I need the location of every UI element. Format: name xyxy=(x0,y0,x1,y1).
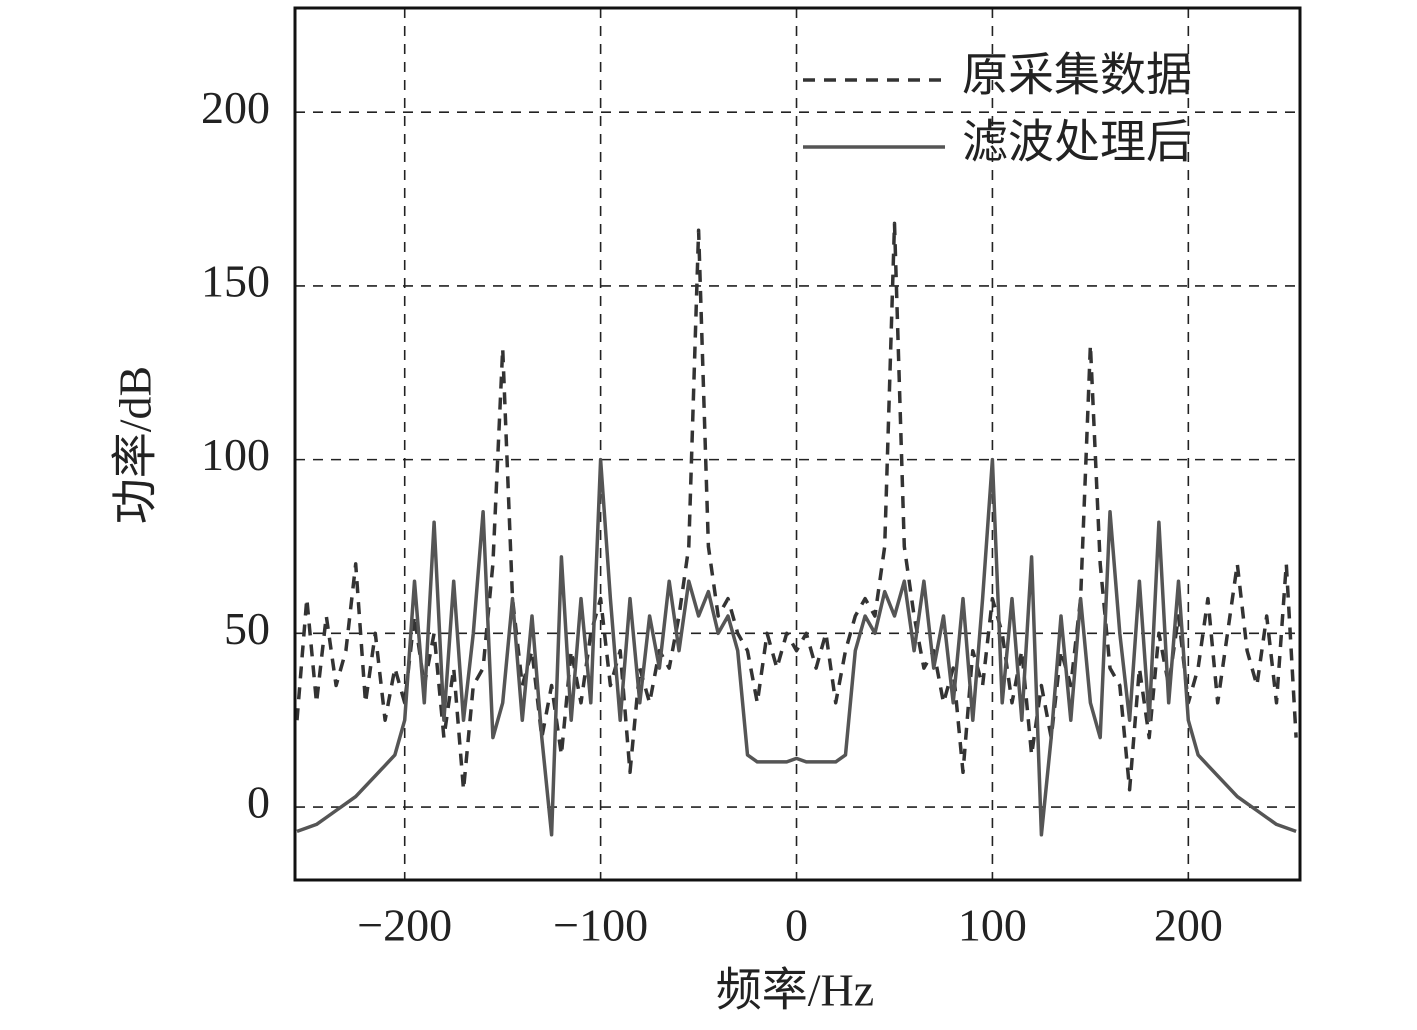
y-tick-label: 50 xyxy=(224,603,270,654)
y-axis-label: 功率/dB xyxy=(110,366,161,524)
plot-frame xyxy=(293,6,1302,882)
y-tick-label: 0 xyxy=(247,777,270,828)
y-tick-label: 150 xyxy=(201,255,270,306)
x-axis-label: 频率/Hz xyxy=(716,965,874,1016)
x-tick-label: 0 xyxy=(785,900,808,951)
x-tick-label: 100 xyxy=(958,900,1027,951)
plot-area xyxy=(295,221,1298,837)
x-tick-label: −200 xyxy=(357,900,452,951)
legend-label: 原采集数据 xyxy=(962,50,1192,101)
y-tick-label: 100 xyxy=(201,429,270,480)
legend-label: 滤波处理后 xyxy=(962,117,1192,168)
data-line xyxy=(296,457,1297,837)
y-tick-label: 200 xyxy=(201,82,270,133)
data-line xyxy=(295,221,1298,792)
x-tick-label: 200 xyxy=(1154,900,1223,951)
x-tick-label: −100 xyxy=(553,900,648,951)
